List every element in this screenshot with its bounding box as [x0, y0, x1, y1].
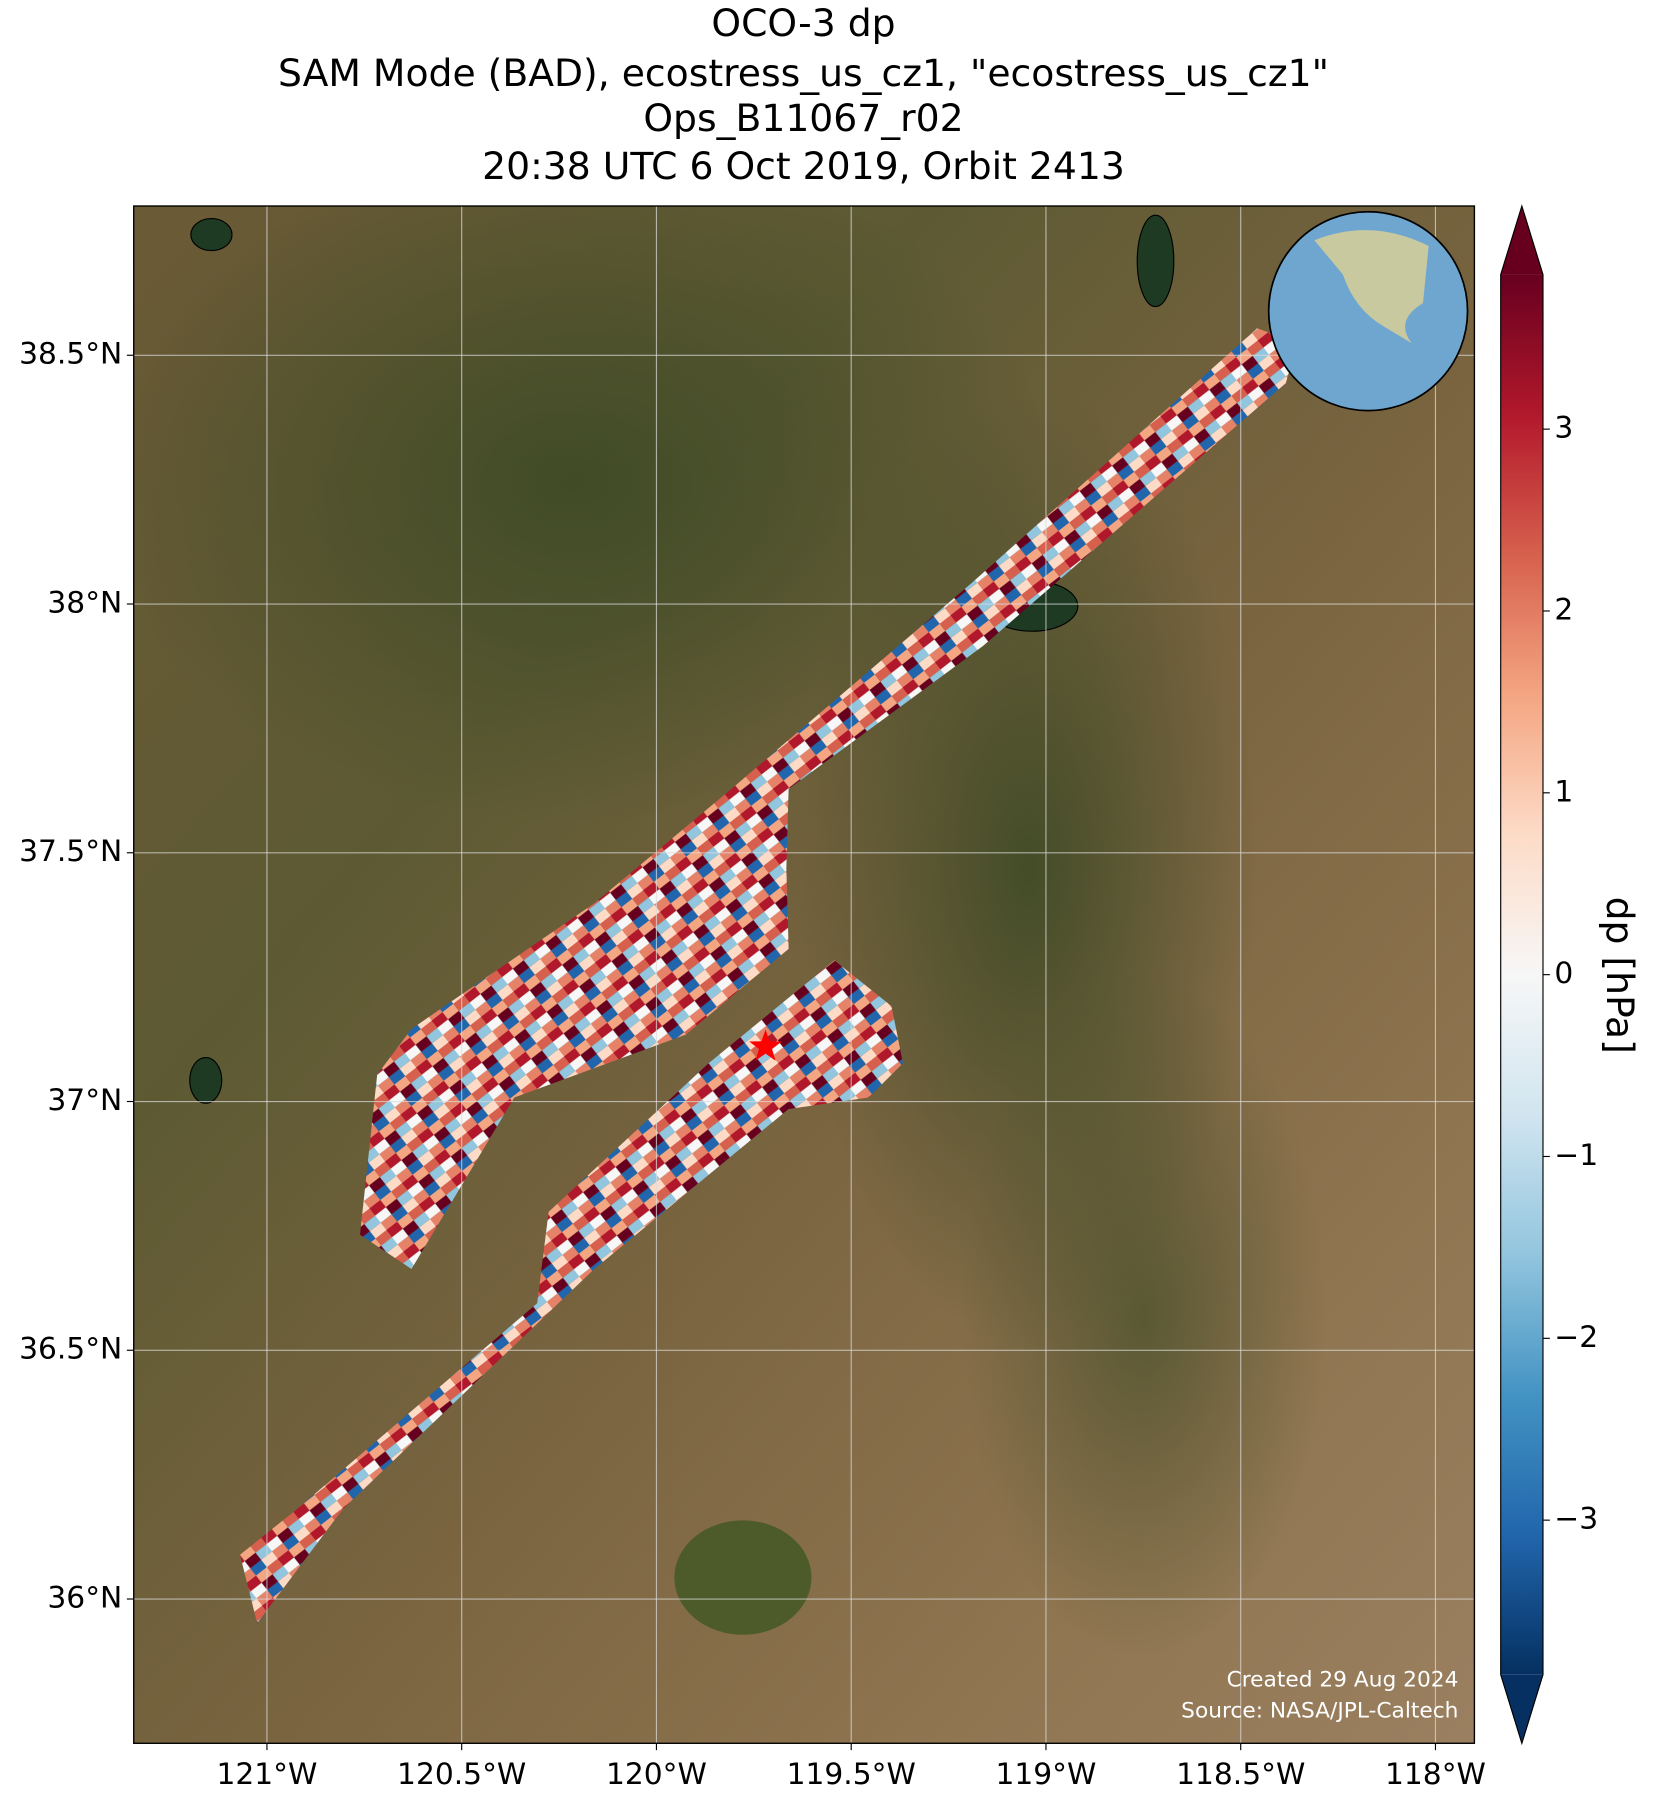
title: OCO-3 dp	[711, 1, 895, 45]
colorbar-tick-label: 3	[1554, 411, 1573, 446]
forest	[960, 971, 1326, 1658]
map-area: Created 29 Aug 2024 Source: NASA/JPL-Cal…	[133, 206, 1475, 1744]
globe-land	[1314, 230, 1429, 344]
colorbar-extend-bottom	[1500, 1674, 1543, 1744]
target-marker	[749, 1029, 782, 1061]
subtitle: 20:38 UTC 6 Oct 2019, Orbit 2413	[482, 144, 1125, 188]
colorbar-label: dp [hPa]	[1598, 897, 1642, 1054]
x-tick-label: 119°W	[995, 1757, 1096, 1792]
colorbar-tick-label: 0	[1554, 956, 1573, 991]
swath	[360, 328, 1298, 1269]
y-tick-label: 38.5°N	[19, 337, 122, 372]
colorbar-tick-label: 1	[1554, 774, 1573, 809]
subtitle: SAM Mode (BAD), ecostress_us_cz1, "ecost…	[278, 51, 1329, 95]
fields	[674, 1520, 812, 1635]
colorbar-tick-label: −3	[1554, 1502, 1598, 1537]
x-tick-label: 118°W	[1385, 1757, 1486, 1792]
colorbar-extend-top	[1500, 206, 1543, 275]
colorbar-tick-label: −2	[1554, 1320, 1598, 1355]
colorbar: −3 −2 −1 0 1 2 3	[1500, 204, 1598, 1746]
colorbar-outline	[1500, 204, 1544, 1746]
x-tick-label: 118.5°W	[1176, 1757, 1305, 1792]
subtitle: Ops_B11067_r02	[643, 96, 963, 140]
x-tick-label: 119.5°W	[787, 1757, 916, 1792]
x-tick-label: 120°W	[606, 1757, 707, 1792]
x-tick-label: 120.5°W	[397, 1757, 526, 1792]
lake	[189, 1056, 223, 1104]
colorbar-tick-label: 2	[1554, 592, 1573, 627]
y-tick-label: 36°N	[47, 1581, 122, 1616]
lake	[190, 218, 233, 252]
footer-created: Created 29 Aug 2024	[1227, 1667, 1459, 1692]
y-tick-label: 38°N	[47, 586, 122, 621]
colorbar-tick-label: −1	[1554, 1138, 1598, 1173]
y-tick-label: 36.5°N	[19, 1332, 122, 1367]
footer-source: Source: NASA/JPL-Caltech	[1181, 1698, 1458, 1723]
swath	[240, 960, 903, 1624]
map-frame	[133, 205, 1476, 1744]
lake	[1136, 214, 1175, 308]
grid	[133, 206, 1475, 1744]
y-tick-label: 37°N	[47, 1083, 122, 1118]
y-tick-label: 37.5°N	[19, 834, 122, 869]
x-tick-label: 121°W	[216, 1757, 317, 1792]
colorbar-body	[1500, 274, 1543, 1675]
